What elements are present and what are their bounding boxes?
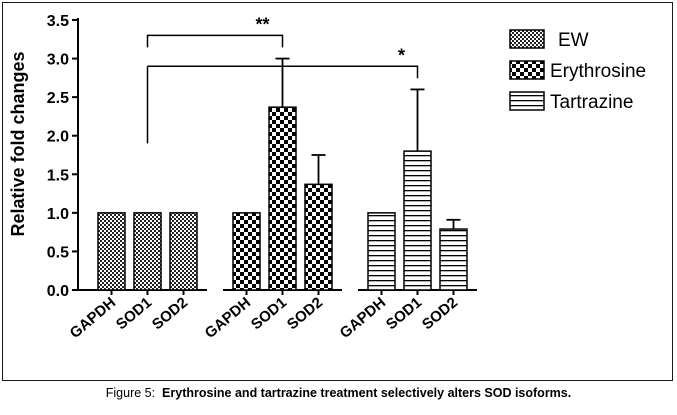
x-category-label: GAPDH — [202, 294, 254, 342]
bar — [232, 212, 261, 291]
bar — [169, 212, 198, 291]
y-tick-label: 0.5 — [47, 244, 69, 261]
legend-swatch — [509, 29, 545, 49]
legend-label: EW — [558, 30, 589, 51]
bar — [268, 106, 297, 291]
bar — [403, 150, 432, 291]
bar — [367, 212, 396, 291]
y-axis-title: Relative fold changes — [8, 51, 28, 236]
y-tick-label: 3.5 — [47, 13, 69, 30]
caption-prefix: Figure 5: — [105, 386, 156, 400]
x-category-label: SOD1 — [113, 294, 155, 333]
legend-label: Tartrazine — [550, 92, 633, 113]
significance-bracket — [146, 34, 284, 48]
legend-swatch — [509, 91, 545, 111]
figure-frame — [2, 2, 673, 381]
y-tick-label: 0.0 — [47, 283, 69, 300]
x-category-label: GAPDH — [67, 294, 119, 342]
x-category-label: SOD1 — [383, 294, 425, 333]
x-category-label: SOD2 — [419, 294, 461, 333]
significance-label: * — [398, 45, 405, 65]
legend-swatch — [509, 60, 545, 80]
legend-label: Erythrosine — [550, 61, 646, 82]
error-bars-layer — [275, 57, 461, 230]
y-tick-label: 2.0 — [47, 129, 69, 146]
x-category-label: SOD1 — [248, 294, 290, 333]
x-category-label: SOD2 — [149, 294, 191, 333]
bar — [133, 212, 162, 291]
axes: 0.0 0.5 1.0 1.5 2.0 2.5 3.0 3.5 — [47, 13, 477, 300]
x-category-label: GAPDH — [337, 294, 389, 342]
caption-text: Erythrosine and tartrazine treatment sel… — [162, 386, 572, 400]
x-category-label: SOD2 — [284, 294, 326, 333]
significance-brackets: *** — [146, 14, 419, 144]
bar-chart: Relative fold changes 0.0 0.5 1.0 1.5 2.0 2.5… — [8, 13, 646, 342]
y-tick-label: 1.0 — [47, 206, 69, 223]
figure-caption: Figure 5: Erythrosine and tartrazine tre… — [0, 386, 677, 400]
y-tick-label: 3.0 — [47, 52, 69, 69]
significance-bracket — [147, 65, 419, 79]
legend: EW Erythrosine Tartrazine — [509, 29, 646, 113]
bar — [97, 212, 126, 291]
bar — [439, 228, 468, 291]
bars-layer — [97, 106, 468, 291]
y-tick-label: 1.5 — [47, 167, 69, 184]
bar — [304, 183, 333, 291]
significance-label: ** — [255, 14, 269, 34]
y-tick-label: 2.5 — [47, 90, 69, 107]
